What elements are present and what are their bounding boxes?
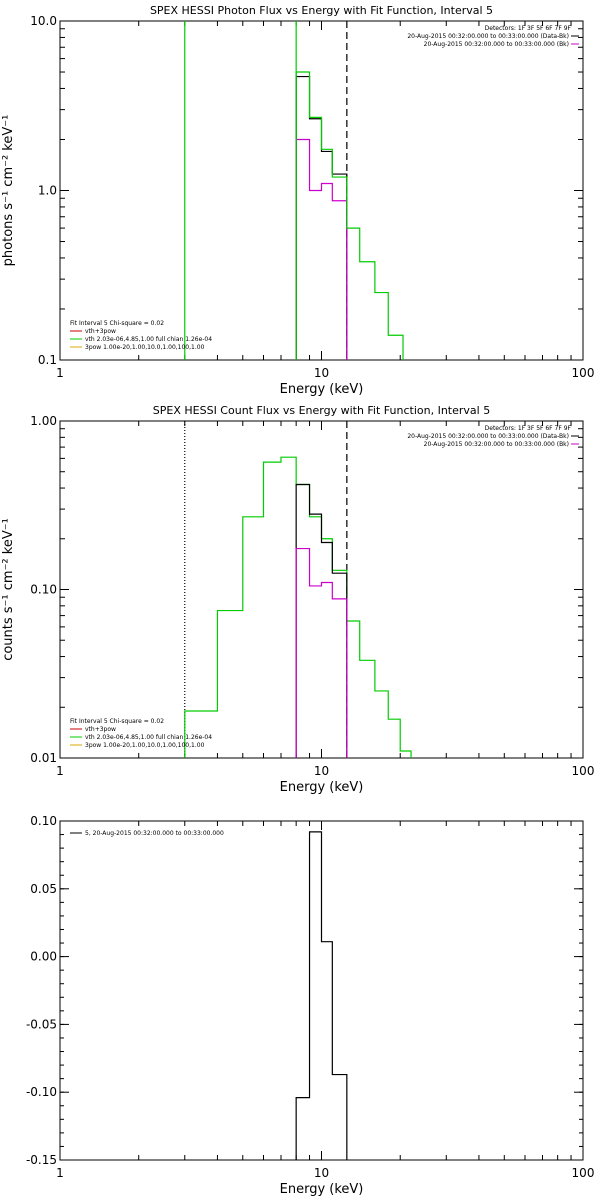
chart-panel-3: 1 10 100 Energy (keV) -0.15 -0.10 -0.05 0.00 0.0… [26, 814, 595, 1197]
legend-entry-label: 3pow 1.00e-20,1.00,10.0,1.00,100,1.00 [85, 344, 205, 351]
x-tick-label: 100 [572, 1166, 595, 1180]
y-tick-label: 0.10 [30, 583, 57, 597]
legend-entry-label: 20-Aug-2015 00:32:00.000 to 00:33:00.000… [407, 33, 569, 40]
y-tick-label: -0.15 [26, 1153, 57, 1167]
series-line-2 [295, 138, 348, 360]
x-tick-label: 100 [572, 764, 595, 778]
legend-entry-label: 20-Aug-2015 00:32:00.000 to 00:33:00.000… [424, 441, 569, 448]
legend-entry-label: 5, 20-Aug-2015 00:32:00.000 to 00:33:00.… [85, 830, 224, 837]
x-tick-label: 1 [56, 764, 64, 778]
legend-entry-label: 20-Aug-2015 00:32:00.000 to 00:33:00.000… [407, 433, 569, 440]
legend-entry-label: vth+3pow [85, 726, 116, 733]
legend-entry-label: vth 2.03e-06,4.85,1.00 full chian 1.26e-… [85, 336, 212, 343]
y-axis-label: counts s⁻¹ cm⁻² keV⁻¹ [1, 518, 16, 661]
legend-header: Detectors: 1F 3F 5F 6F 7F 9F [485, 25, 572, 32]
legend-header: Fit Interval 5 Chi-square = 0.02 [70, 320, 164, 327]
chart-panel-2: SPEX HESSI Count Flux vs Energy with Fit… [1, 404, 594, 795]
y-tick-label: 0.1 [38, 353, 57, 367]
legend-entry-label: 3pow 1.00e-20,1.00,10.0,1.00,100,1.00 [85, 742, 205, 749]
x-axis-label: Energy (keV) [280, 1182, 364, 1197]
x-tick-label: 1 [56, 366, 64, 380]
x-axis-label: Energy (keV) [280, 780, 364, 795]
legend-entry-label: vth 2.03e-06,4.85,1.00 full chian 1.26e-… [85, 734, 212, 741]
series-line-2 [295, 483, 348, 758]
chart-title: SPEX HESSI Photon Flux vs Energy with Fi… [150, 4, 493, 17]
y-tick-label: 10.0 [30, 14, 57, 28]
legend-header: Fit Interval 5 Chi-square = 0.02 [70, 718, 164, 725]
y-tick-label: -0.05 [26, 1017, 57, 1031]
y-tick-label: 1.0 [38, 184, 57, 198]
legend-entry-label: 20-Aug-2015 00:32:00.000 to 00:33:00.000… [424, 41, 569, 48]
x-tick-label: 1 [56, 1166, 64, 1180]
x-tick-label: 10 [314, 366, 329, 380]
legend-header: Detectors: 1F 3F 5F 6F 7F 9F [485, 425, 572, 432]
x-tick-label: 10 [314, 1166, 329, 1180]
plot-frame [59, 420, 584, 759]
legend-entry-label: vth+3pow [85, 328, 116, 335]
chart-panel-1: SPEX HESSI Photon Flux vs Energy with Fi… [1, 4, 594, 397]
series-line-3 [295, 71, 404, 360]
y-tick-label: 0.05 [30, 882, 57, 896]
y-tick-label: -0.10 [26, 1085, 57, 1099]
x-tick-label: 100 [572, 366, 595, 380]
y-tick-label: 0.10 [30, 814, 57, 828]
series-line-1 [184, 456, 412, 758]
y-axis-label: photons s⁻¹ cm⁻² keV⁻¹ [1, 115, 16, 267]
x-tick-label: 10 [314, 764, 329, 778]
series-line-3 [295, 547, 348, 758]
y-tick-label: 0.00 [30, 950, 57, 964]
y-tick-label: 0.01 [30, 751, 57, 765]
series-line-1 [295, 831, 348, 1160]
x-axis-label: Energy (keV) [280, 382, 364, 397]
chart-title: SPEX HESSI Count Flux vs Energy with Fit… [153, 404, 490, 417]
y-tick-label: 1.00 [30, 414, 57, 428]
